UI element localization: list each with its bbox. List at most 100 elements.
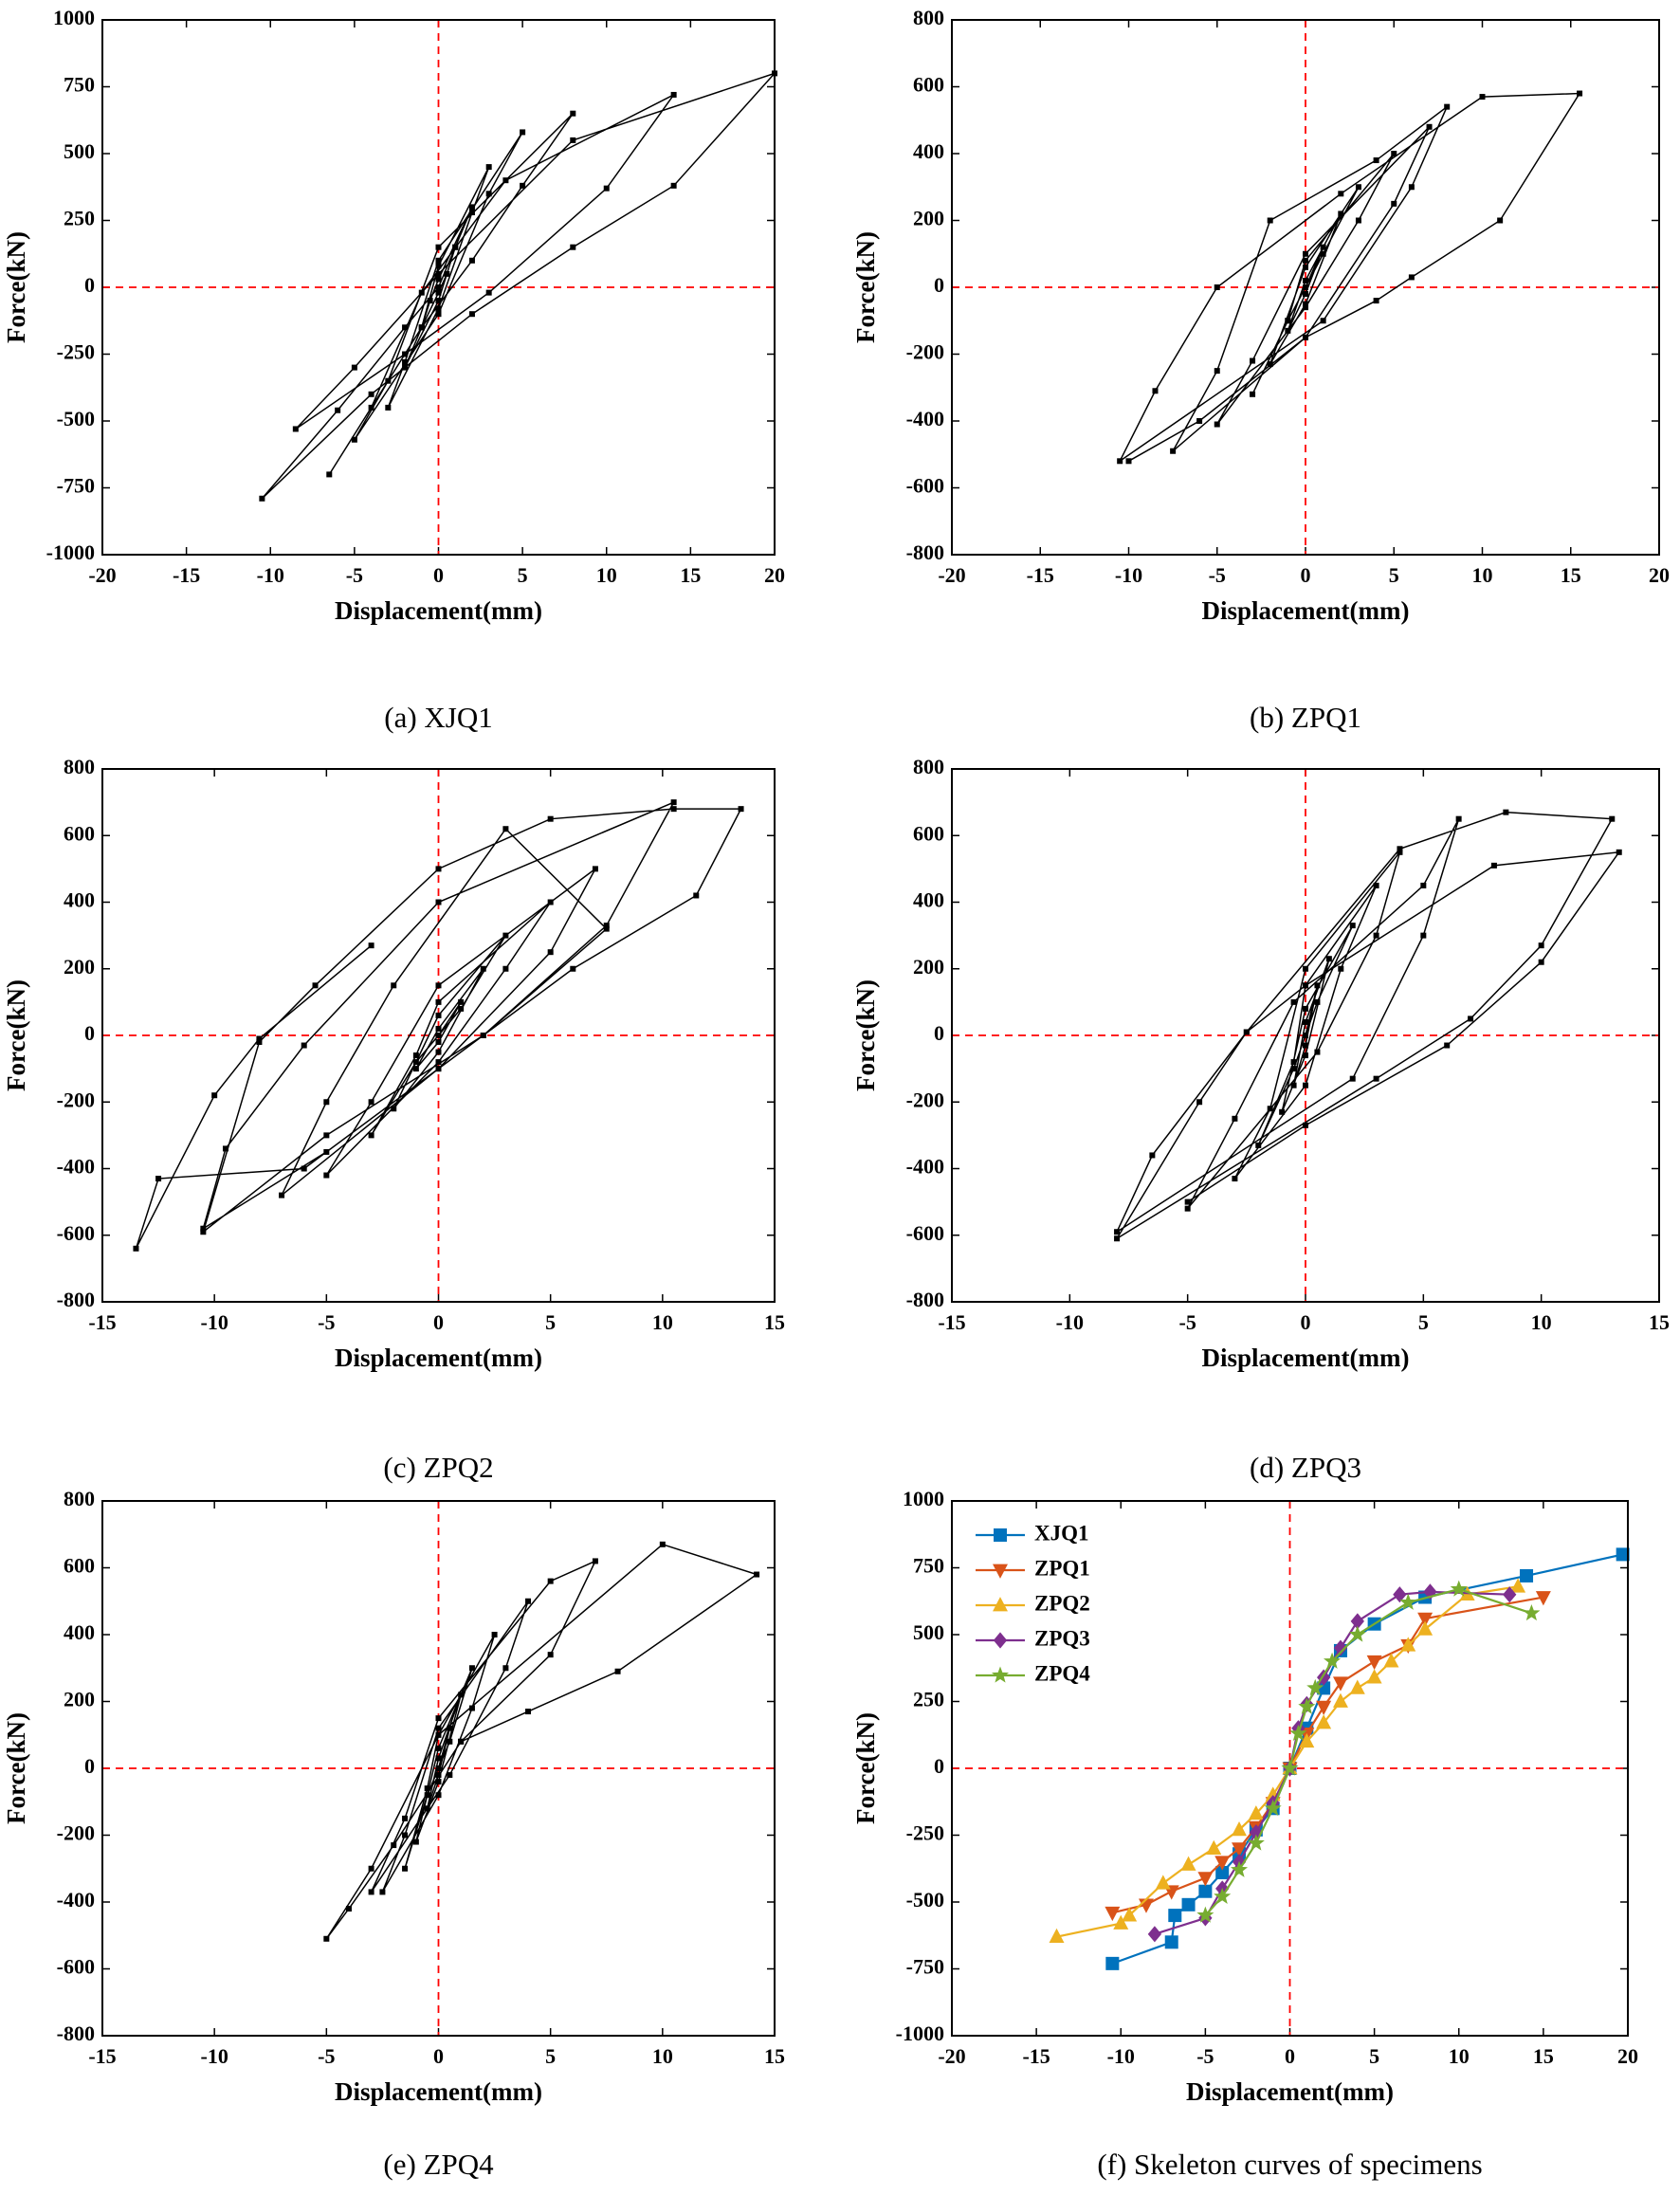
marker: [1250, 391, 1256, 397]
legend-label: ZPQ3: [1034, 1626, 1090, 1650]
y-tick-label: -250: [57, 340, 95, 364]
marker: [1290, 1066, 1297, 1072]
marker: [1303, 965, 1308, 972]
x-axis-label: Displacement(mm): [335, 2077, 542, 2106]
marker: [1348, 1625, 1366, 1642]
marker: [1616, 1547, 1630, 1562]
x-tick-label: 15: [1533, 2044, 1554, 2068]
legend-label: ZPQ4: [1034, 1661, 1090, 1685]
marker: [1290, 998, 1297, 1005]
marker: [1393, 1586, 1407, 1603]
y-tick-label: 200: [913, 207, 944, 230]
marker: [323, 1935, 330, 1942]
marker: [570, 965, 576, 972]
marker: [368, 391, 374, 397]
y-tick-label: -400: [906, 407, 944, 430]
marker: [468, 1705, 475, 1711]
axes-frame: [101, 19, 776, 556]
marker: [301, 1165, 307, 1172]
y-tick-label: 0: [934, 273, 944, 297]
marker: [1243, 1029, 1250, 1035]
x-tick-label: -5: [1179, 1310, 1196, 1334]
marker: [1355, 217, 1361, 224]
marker: [1105, 1906, 1121, 1922]
y-tick-label: -1000: [46, 540, 95, 564]
marker: [1105, 1956, 1120, 1970]
marker: [435, 1745, 442, 1751]
marker: [1149, 1152, 1156, 1159]
marker: [1355, 184, 1361, 191]
marker: [1113, 1914, 1129, 1930]
marker: [468, 210, 475, 216]
caption: (f) Skeleton curves of specimens: [1097, 2148, 1482, 2181]
marker: [412, 1066, 419, 1072]
marker: [368, 1132, 374, 1139]
x-tick-label: -5: [346, 563, 363, 587]
y-tick-label: 750: [64, 73, 95, 97]
marker: [1314, 998, 1321, 1005]
marker: [435, 284, 442, 290]
marker: [458, 1692, 465, 1698]
marker: [1468, 1015, 1474, 1022]
y-tick-label: -400: [57, 1155, 95, 1179]
y-tick-label: 600: [913, 821, 944, 845]
x-tick-label: -10: [201, 2044, 228, 2068]
y-axis-label: Force(kN): [851, 979, 880, 1091]
marker: [1232, 1115, 1238, 1122]
marker: [312, 982, 319, 989]
marker: [502, 826, 509, 832]
marker: [1170, 448, 1177, 454]
y-tick-label: 800: [64, 1487, 95, 1510]
marker: [211, 1092, 218, 1099]
marker: [435, 1066, 442, 1072]
marker: [1320, 250, 1326, 257]
marker: [1391, 151, 1397, 156]
marker: [547, 1578, 554, 1584]
x-tick-label: 15: [764, 2044, 785, 2068]
legend-label: ZPQ1: [1034, 1556, 1090, 1580]
marker: [435, 1039, 442, 1046]
marker: [402, 1815, 409, 1821]
x-axis-label: Displacement(mm): [1186, 2077, 1394, 2106]
marker: [1450, 1580, 1468, 1597]
marker: [1609, 815, 1616, 822]
marker: [1373, 1075, 1379, 1082]
marker: [435, 1755, 442, 1762]
y-axis-label: Force(kN): [851, 1712, 880, 1824]
marker: [1214, 1856, 1231, 1871]
marker: [323, 1099, 330, 1106]
axes-frame: [101, 1500, 776, 2037]
x-tick-label: 5: [518, 563, 528, 587]
marker: [1373, 298, 1379, 304]
marker: [435, 276, 442, 283]
y-tick-label: -200: [57, 1088, 95, 1111]
caption: (d) ZPQ3: [1250, 1451, 1361, 1484]
marker: [402, 364, 409, 371]
marker: [418, 324, 425, 331]
marker: [1497, 217, 1504, 224]
marker: [391, 1106, 397, 1112]
marker: [1303, 291, 1308, 298]
marker: [547, 899, 554, 905]
y-tick-label: 600: [913, 73, 944, 97]
marker: [738, 806, 744, 813]
x-tick-label: -10: [1056, 1310, 1084, 1334]
y-tick-label: 200: [64, 1688, 95, 1711]
caption: (b) ZPQ1: [1250, 701, 1361, 734]
y-tick-label: -200: [906, 1088, 944, 1111]
x-tick-label: 15: [1561, 563, 1581, 587]
x-tick-label: -5: [1209, 563, 1226, 587]
x-axis-label: Displacement(mm): [1202, 1344, 1410, 1372]
marker: [659, 1541, 666, 1547]
marker: [603, 923, 610, 929]
marker: [412, 1838, 419, 1845]
marker: [435, 1772, 442, 1779]
marker: [1198, 1884, 1213, 1898]
marker: [670, 806, 677, 813]
marker: [447, 1738, 453, 1745]
marker: [1197, 1872, 1214, 1887]
marker: [351, 436, 357, 443]
marker: [1503, 1586, 1517, 1603]
marker: [1125, 458, 1132, 465]
marker: [570, 110, 576, 117]
